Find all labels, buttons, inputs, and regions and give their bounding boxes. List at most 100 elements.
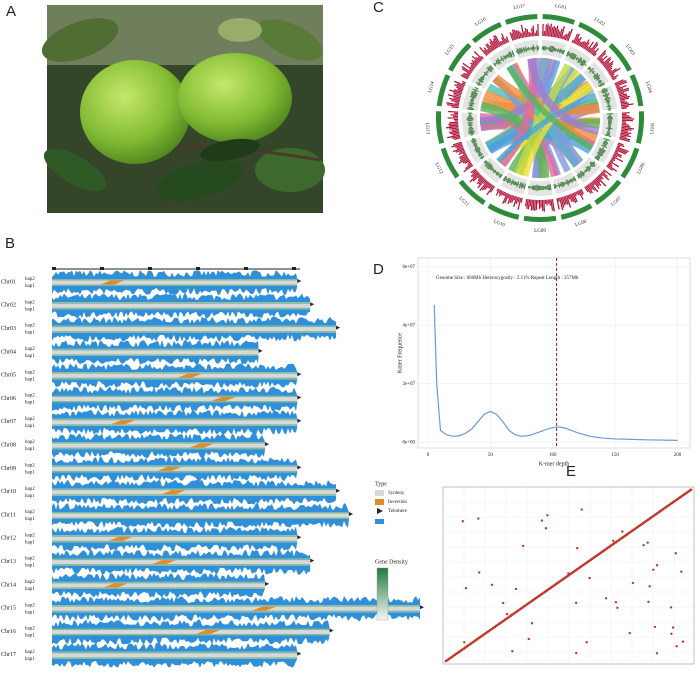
ring-bar xyxy=(605,96,609,98)
synteny xyxy=(52,512,349,519)
chord xyxy=(522,81,592,177)
ring-bar xyxy=(483,47,490,55)
ring-bar xyxy=(556,48,558,52)
ring-bar xyxy=(589,164,593,168)
ring-bar xyxy=(518,31,522,39)
ring-bar xyxy=(607,104,610,106)
x-tick-label: 50 xyxy=(488,453,494,458)
chromosome-label: Chr14 xyxy=(1,582,16,588)
ring-bar xyxy=(561,196,566,206)
ring-bar xyxy=(619,94,628,98)
density xyxy=(52,409,298,419)
ring-bar xyxy=(621,112,630,114)
group-arc xyxy=(487,203,520,220)
ring-bar xyxy=(450,131,460,135)
y-tick-label: 2e+07 xyxy=(402,382,415,387)
ring-bar xyxy=(495,189,501,196)
ring-bar xyxy=(448,110,459,113)
ring-bar xyxy=(478,80,483,84)
group-label: LG09 xyxy=(534,229,546,234)
density xyxy=(52,596,420,606)
ring-bar xyxy=(567,179,570,185)
chromosome-label: Chr03 xyxy=(1,326,16,332)
ring-bar xyxy=(620,132,629,136)
ring-bar xyxy=(481,157,484,160)
ring-bar xyxy=(467,161,471,164)
ring-bar xyxy=(523,183,526,190)
ring-bar xyxy=(604,60,614,69)
ring-bar xyxy=(617,87,630,93)
y-tick-label: 4e+07 xyxy=(402,323,415,328)
inversion xyxy=(100,280,125,285)
ring-bar xyxy=(602,141,608,145)
ring-bar xyxy=(580,60,583,63)
telomere xyxy=(265,442,270,447)
ring-bar xyxy=(451,143,463,148)
telomere xyxy=(329,628,334,633)
ring-bar xyxy=(584,169,588,173)
ring-bar xyxy=(485,44,492,53)
chromosome-label: Chr09 xyxy=(1,466,16,472)
ring-bar xyxy=(500,55,505,62)
ring-bar xyxy=(597,80,603,84)
panel-label: D xyxy=(373,261,384,278)
ring-bar xyxy=(451,135,461,139)
chromosome-bar xyxy=(52,401,298,403)
ring-bar xyxy=(585,166,591,172)
chromosome-label: Chr13 xyxy=(1,559,16,565)
telomere xyxy=(265,581,270,586)
dot xyxy=(546,514,549,517)
panel-label: E xyxy=(566,463,576,480)
chromosome-label: Chr10 xyxy=(1,489,16,495)
ring-bar xyxy=(511,32,515,41)
ring-bar xyxy=(560,50,563,53)
ring-bar xyxy=(591,49,596,55)
ring-bar xyxy=(600,82,602,84)
ring-bar xyxy=(572,33,579,44)
ring-bar xyxy=(565,181,567,185)
hap-label: hap1 xyxy=(25,564,35,569)
ring-bar xyxy=(607,103,610,105)
panel-label: B xyxy=(5,235,15,252)
ring-bar xyxy=(468,126,473,129)
ring-bar xyxy=(580,59,586,66)
ring-bar xyxy=(596,77,601,81)
density xyxy=(52,456,298,466)
ring-bar xyxy=(579,170,585,177)
ring-bar xyxy=(536,44,538,52)
ring-bar xyxy=(477,56,482,62)
ring-bar xyxy=(472,88,479,93)
ring-bar xyxy=(593,73,596,75)
ruler-tick xyxy=(100,267,104,270)
ring-bar xyxy=(583,171,585,174)
ring-bar xyxy=(472,143,478,146)
ring-bar xyxy=(484,160,488,164)
ring-bar xyxy=(530,199,533,211)
ring-bar xyxy=(535,47,537,49)
ring-bar xyxy=(581,41,587,49)
ring-bar xyxy=(508,51,512,58)
ring-bar xyxy=(457,88,463,92)
ring-bar xyxy=(468,123,473,125)
hap-label: hap1 xyxy=(25,377,35,382)
ring-bar xyxy=(577,174,581,178)
ring-bar xyxy=(540,199,542,208)
legend-title: Gene Density xyxy=(375,559,408,565)
ring-bar xyxy=(605,127,613,130)
ring-bar xyxy=(460,156,468,162)
ring-bar xyxy=(607,124,612,126)
ring-bar xyxy=(553,27,557,38)
telomere xyxy=(310,302,315,307)
ring-bar xyxy=(597,153,602,157)
ring-bar xyxy=(565,195,572,208)
chromosome-label: Chr15 xyxy=(1,606,16,612)
ring-bar xyxy=(557,48,559,53)
ring-bar xyxy=(520,24,525,38)
dot xyxy=(490,583,494,586)
ring-bar xyxy=(470,64,476,69)
telomere xyxy=(348,512,353,516)
ring-bar xyxy=(532,25,535,37)
ring-bar xyxy=(586,166,591,171)
ring-bar xyxy=(580,188,584,194)
ring-bar xyxy=(454,120,459,122)
